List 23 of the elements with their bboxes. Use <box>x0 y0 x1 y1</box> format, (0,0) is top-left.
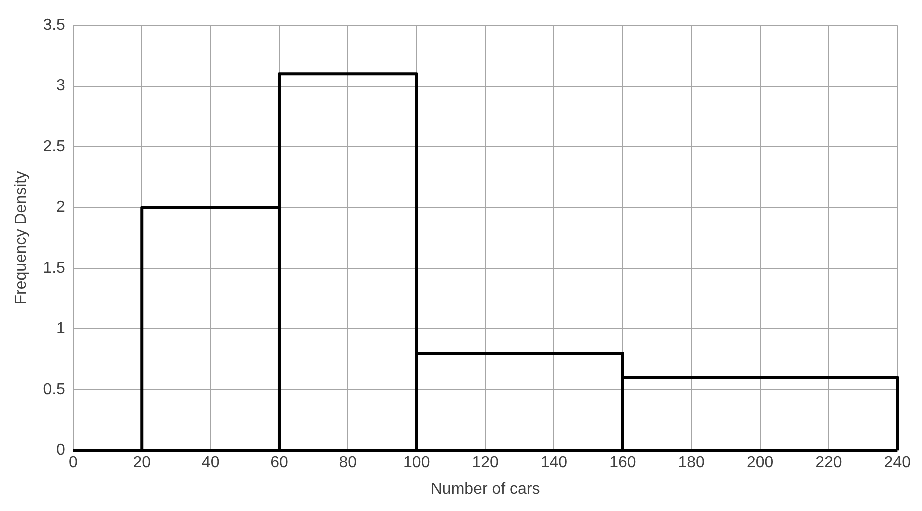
x-tick-label: 160 <box>610 454 636 472</box>
x-tick-label: 120 <box>472 454 499 472</box>
x-tick-label: 40 <box>202 454 220 472</box>
x-tick-label: 20 <box>133 454 152 472</box>
y-axis-title: Frequency Density <box>13 171 30 305</box>
x-axis-title: Number of cars <box>430 480 540 498</box>
y-tick-label: 3 <box>56 78 66 95</box>
x-tick-label: 140 <box>540 454 568 472</box>
y-tick-label: 2.5 <box>43 138 66 156</box>
x-tick-label: 240 <box>884 454 912 472</box>
x-tick-label: 0 <box>68 454 78 472</box>
y-tick-label: 1 <box>56 320 66 338</box>
y-tick-label: 0 <box>56 442 66 460</box>
x-tick-label: 100 <box>404 454 430 472</box>
y-tick-label: 1.5 <box>43 260 66 277</box>
y-tick-label: 0.5 <box>43 381 66 398</box>
x-tick-label: 220 <box>816 454 842 472</box>
x-tick-label: 60 <box>270 454 288 472</box>
x-tick-label: 200 <box>746 454 774 472</box>
y-tick-label: 3.5 <box>43 17 66 34</box>
x-tick-label: 80 <box>339 454 358 472</box>
y-tick-label: 2 <box>56 199 66 216</box>
x-tick-label: 180 <box>678 454 706 472</box>
